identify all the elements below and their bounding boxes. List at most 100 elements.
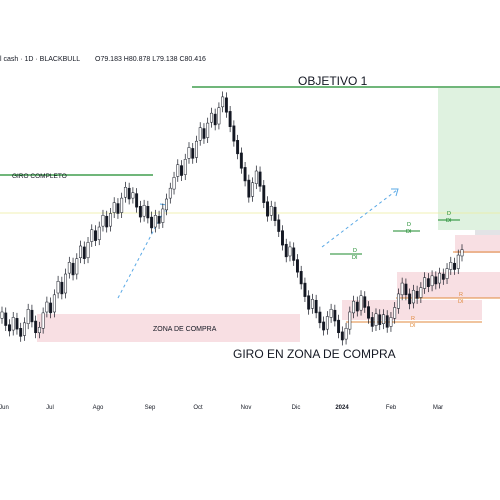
candle-body [355,301,359,312]
candle-body [273,206,277,221]
candle-body [221,96,225,108]
candle-body [217,107,221,125]
candle-body [423,277,427,289]
candle-body [438,272,442,284]
candle-body [243,167,247,182]
x-tick-label: Oct [193,405,203,411]
candle-body [367,306,370,319]
candle-body [97,226,101,240]
candle-body [456,254,460,269]
candle-body [441,273,445,280]
candle-body [183,159,187,175]
candle-body [109,213,112,227]
x-tick-label: Feb [386,405,397,411]
trend-arrow-2-head [391,188,399,197]
candle-body [198,127,202,141]
marker-r-1: R [459,292,463,298]
candle-body [131,192,135,199]
candle-body [445,268,449,279]
candle-body [239,152,243,169]
candle-body [254,170,258,184]
candle-body [94,230,97,241]
candle-body [344,328,348,340]
candle-body [172,177,176,190]
buy-zone [37,314,300,342]
x-tick-label: Jul [46,405,54,411]
x-tick-label: Nov [241,405,252,411]
candle-body [135,193,139,208]
marker-di-3: DI [446,218,452,224]
candle-body [206,122,210,138]
candle-body [314,299,318,314]
candle-body [460,249,464,257]
candle-body [266,201,269,217]
x-tick-label: Dic [292,405,301,411]
candle-body [165,198,169,211]
candle-body [258,171,262,187]
candle-body [288,246,292,257]
candle-body [187,147,191,159]
candle-body [67,262,71,274]
candle-body [8,324,11,332]
candle-body [292,247,296,261]
candle-body [22,322,26,336]
candle-body [157,215,161,224]
stop-zone-pink [455,235,500,253]
candle-body [26,309,30,324]
candle-body [325,316,329,330]
marker-d-2: D [407,222,411,228]
candle-body [90,229,94,242]
candle-body [123,187,127,198]
candle-body [116,203,120,214]
candle-body [404,283,408,296]
candle-body [329,309,333,318]
candle-body [105,215,109,228]
candle-body [41,312,45,329]
candle-body [142,205,146,217]
target-zone [438,88,500,230]
candle-body [352,300,355,314]
candle-body [34,320,38,334]
candle-body [262,185,266,203]
candle-body [284,243,288,258]
candle-body [195,140,198,158]
candle-body [19,328,23,337]
candle-body [299,271,303,285]
candle-body [15,318,19,330]
candle-body [45,301,49,313]
candle-body [389,317,393,327]
candle-body [11,317,15,331]
candle-body [213,113,217,126]
trend-arrow-2 [321,189,398,248]
candle-body [307,295,311,310]
candle-body [411,290,415,304]
candle-body [60,281,64,295]
candle-body [153,215,157,228]
turn-in-zone-label: GIRO EN ZONA DE COMPRA [233,347,396,361]
turn-label: GIRO COMPLETO [12,173,67,180]
target-label: OBJETIVO 1 [298,74,368,88]
candle-body [453,262,456,270]
x-tick-label: Mar [433,405,443,411]
candle-body [168,187,172,199]
candle-body [30,309,34,323]
candle-body [150,216,154,229]
candle-body [236,140,240,155]
candle-body [340,331,344,341]
candles [0,91,464,346]
ohlc-readout: O79.183 H80.878 L79.138 C80.416 [95,56,206,63]
candle-body [75,258,79,275]
candle-body [191,148,195,159]
candle-body [37,327,41,334]
candle-body [396,293,400,309]
candle-body [101,215,105,227]
candle-body [180,165,183,176]
candle-body [378,314,382,325]
candle-body [79,245,82,259]
candle-body [120,197,124,213]
candle-body [303,282,307,297]
candle-body [337,319,341,334]
candle-body [251,182,255,197]
candle-body [56,281,60,294]
